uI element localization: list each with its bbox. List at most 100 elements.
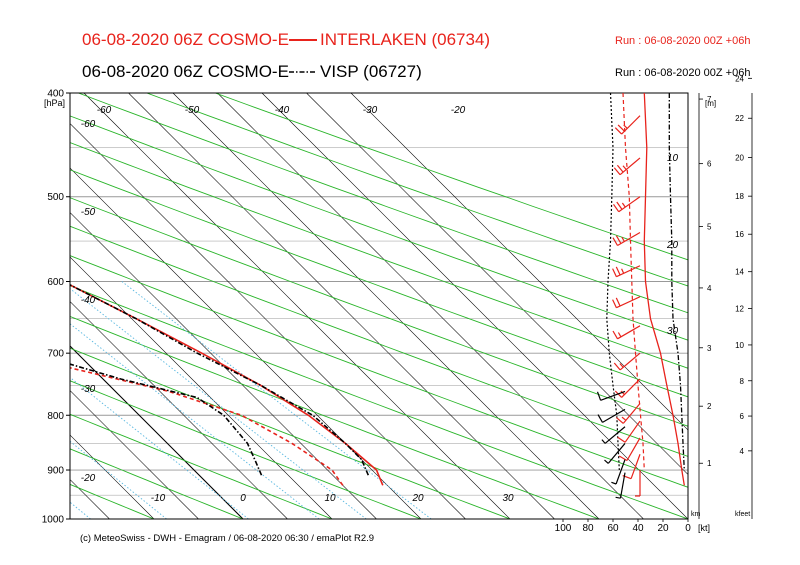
barb-flag: [616, 164, 624, 173]
barb-flag: [616, 417, 624, 424]
km-tick-label: 4: [707, 284, 712, 293]
dry-adiabat-line: [70, 380, 422, 519]
kfeet-tick-label: 22: [735, 114, 744, 123]
barb-staff: [617, 232, 641, 247]
dry-adiabat-line: [70, 347, 511, 519]
barb-staff: [617, 325, 641, 340]
temperature-label-left: -50: [81, 207, 96, 218]
wind-tick-label: 20: [657, 523, 669, 534]
barb-staff: [602, 408, 626, 423]
pressure-unit-label: [hPa]: [44, 98, 65, 108]
dry-adiabat-line: [70, 197, 688, 427]
dry-adiabat-line: [145, 93, 688, 287]
kfeet-axis-bottom-label: kfeet: [735, 511, 750, 518]
kfeet-tick-label: 18: [735, 192, 744, 201]
barb-flag: [617, 436, 626, 443]
kfeet-tick-label: 4: [740, 447, 745, 456]
temperature-label-bottom: 0: [240, 493, 246, 504]
kfeet-tick-label: 6: [740, 412, 745, 421]
isotherm-line: [306, 93, 688, 475]
barb-flag: [613, 203, 620, 213]
wind-tick-label: 100: [555, 523, 572, 534]
pressure-tick-label: 600: [47, 277, 64, 288]
dry-adiabat-line: [213, 93, 688, 261]
isotherm-line: [261, 93, 688, 519]
temperature-label-bottom: 20: [411, 493, 424, 504]
interlaken-wind-barb: [614, 115, 641, 135]
interlaken-wind-barb: [612, 232, 641, 247]
barb-flag: [615, 297, 621, 307]
kfeet-tick-label: 16: [735, 230, 744, 239]
barb-half-flag: [623, 124, 628, 129]
visp-model-title: 06-08-2020 06Z COSMO-E: [82, 62, 289, 81]
barb-staff: [621, 378, 641, 398]
visp-dewpoint-line: [70, 363, 263, 476]
temperature-label-left: -60: [81, 119, 96, 130]
temperature-label-bottom: 10: [324, 493, 336, 504]
barb-half-flag: [619, 363, 624, 368]
pressure-tick-label: 800: [47, 411, 64, 422]
wind-profile-label: 30: [667, 326, 679, 337]
interlaken-wind-barb: [617, 420, 641, 443]
kfeet-tick-label: 24: [735, 74, 744, 83]
visp-run-label: Run : 06-08-2020 00Z +06h: [615, 67, 751, 79]
wind-profile-label: 10: [667, 153, 679, 164]
barb-half-flag: [617, 332, 622, 338]
dry-adiabat-line: [70, 413, 333, 519]
temperature-label-left: -30: [81, 384, 96, 395]
isotherm-line: [172, 93, 600, 519]
barb-staff: [607, 443, 626, 464]
wind-tick-label: 0: [685, 523, 691, 534]
temperature-label-bottom: -10: [151, 493, 166, 504]
interlaken-station-title: INTERLAKEN (06734): [320, 30, 491, 49]
barb-flag: [618, 455, 628, 462]
barb-staff: [626, 437, 641, 461]
dry-adiabat-line: [0, 81, 65, 519]
barb-flag: [615, 235, 622, 244]
mixing-ratio-line: [70, 323, 320, 519]
pressure-tick-label: 500: [47, 192, 64, 203]
interlaken-wind-speed-line: [643, 92, 685, 486]
plot-area: [0, 81, 688, 519]
barb-staff: [621, 115, 641, 135]
barb-half-flag: [615, 496, 621, 499]
isotherm-line: [70, 123, 466, 519]
dry-adiabat-line: [70, 142, 688, 369]
plot-frame: [69, 92, 689, 520]
barb-flag: [613, 362, 621, 371]
km-tick-label: 2: [707, 402, 712, 411]
barb-flag: [613, 167, 621, 176]
temperature-label-left: -40: [81, 295, 96, 306]
interlaken-wind-barb: [613, 352, 641, 371]
interlaken-wind-barb: [612, 325, 641, 340]
temperature-label-top: -40: [275, 105, 290, 116]
pressure-tick-label: 900: [47, 466, 64, 477]
barb-flag: [612, 299, 617, 308]
dry-adiabat-line: [70, 255, 688, 488]
dry-adiabat-line: [70, 285, 688, 519]
barb-flag: [612, 330, 619, 340]
km-tick-label: 7: [707, 95, 712, 104]
interlaken-model-title: 06-08-2020 06Z COSMO-E: [82, 30, 289, 49]
barb-flag: [596, 391, 602, 401]
pressure-tick-label: 400: [47, 89, 64, 100]
dry-adiabat-line: [77, 93, 688, 314]
interlaken-wind-barb: [613, 157, 641, 176]
visp-wind-barb: [596, 390, 626, 401]
isotherm-line: [83, 93, 511, 519]
visp-temperature-line: [70, 283, 370, 476]
temperature-label-top: -60: [97, 105, 112, 116]
visp-wind-profile-b-line: [606, 92, 620, 471]
dry-adiabat-line: [70, 315, 600, 519]
wind-unit-label: [kt]: [698, 523, 710, 533]
visp-legend-line: [289, 71, 317, 73]
temperature-label-top: -30: [363, 105, 378, 116]
isotherm-line: [70, 345, 244, 519]
barb-flag: [612, 237, 619, 246]
barb-staff: [619, 352, 641, 371]
isotherm-line: [70, 434, 155, 519]
visp-wind-barb: [604, 443, 626, 464]
km-tick-label: 5: [707, 223, 712, 232]
dry-adiabat-line: [70, 448, 244, 519]
